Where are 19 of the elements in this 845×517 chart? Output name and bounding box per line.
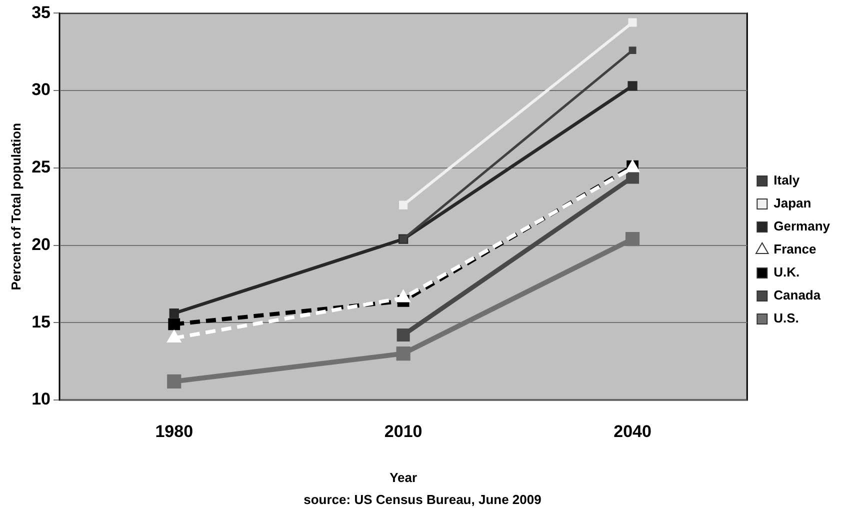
y-axis-title: Percent of Total population — [8, 122, 24, 290]
y-tick-label: 20 — [32, 234, 51, 254]
x-tick-label: 2040 — [614, 422, 652, 441]
legend-label: Japan — [774, 196, 812, 211]
legend-label: Italy — [774, 172, 800, 188]
legend-label: U.K. — [774, 264, 800, 280]
legend-label: Germany — [774, 218, 831, 234]
legend-label: U.S. — [774, 310, 799, 326]
source-note: source: US Census Bureau, June 2009 — [302, 492, 542, 507]
x-axis-title: Year — [390, 470, 418, 485]
x-tick-label: 1980 — [155, 422, 194, 441]
x-tick-label: 2010 — [384, 422, 422, 441]
y-tick-label: 10 — [32, 390, 51, 409]
y-tick-label: 30 — [32, 80, 51, 100]
legend-label: France — [774, 242, 816, 257]
y-tick-label: 25 — [32, 158, 51, 177]
y-tick-label: 15 — [32, 312, 51, 332]
legend-label: Canada — [774, 288, 822, 303]
y-tick-label: 35 — [32, 2, 51, 22]
